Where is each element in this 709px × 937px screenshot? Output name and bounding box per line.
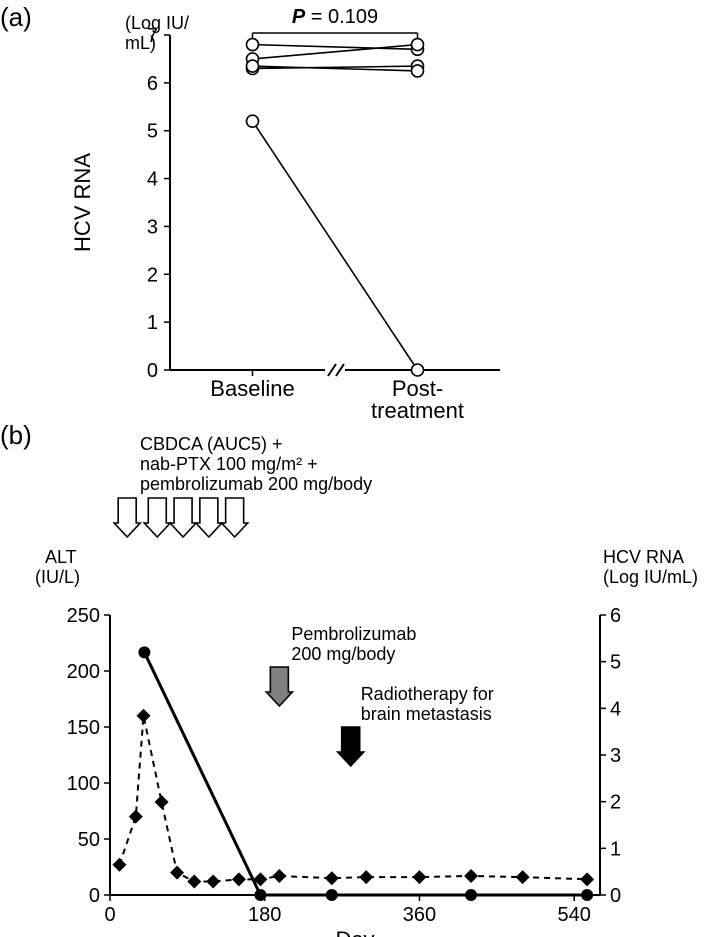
svg-text:pembrolizumab 200 mg/body: pembrolizumab 200 mg/body xyxy=(140,474,372,494)
svg-text:1: 1 xyxy=(147,312,158,334)
svg-text:50: 50 xyxy=(78,829,100,851)
svg-text:6: 6 xyxy=(147,73,158,95)
svg-text:Radiotherapy for: Radiotherapy for xyxy=(361,684,494,704)
svg-text:0: 0 xyxy=(89,885,100,907)
svg-text:HCV RNA: HCV RNA xyxy=(70,153,95,252)
svg-text:1: 1 xyxy=(610,838,621,860)
figure-container: (a) (b) (Log IU/mL)P = 0.10901234567HCV … xyxy=(0,0,709,937)
svg-text:Pembrolizumab: Pembrolizumab xyxy=(291,624,416,644)
svg-text:3: 3 xyxy=(610,745,621,767)
svg-text:250: 250 xyxy=(67,605,100,627)
svg-text:3: 3 xyxy=(147,216,158,238)
panel-a-chart: (Log IU/mL)P = 0.10901234567HCV RNABasel… xyxy=(0,0,709,420)
svg-text:0: 0 xyxy=(104,904,115,926)
svg-text:4: 4 xyxy=(147,169,158,191)
svg-text:0: 0 xyxy=(147,360,158,382)
svg-text:540: 540 xyxy=(558,904,591,926)
svg-text:(IU/L): (IU/L) xyxy=(35,567,80,587)
svg-text:100: 100 xyxy=(67,773,100,795)
svg-text:150: 150 xyxy=(67,717,100,739)
svg-text:Day: Day xyxy=(335,927,374,937)
svg-text:nab-PTX 100 mg/m² +: nab-PTX 100 mg/m² + xyxy=(140,454,318,474)
panel-b-chart: CBDCA (AUC5) +nab-PTX 100 mg/m² +pembrol… xyxy=(0,420,709,937)
svg-text:ALT: ALT xyxy=(45,547,77,567)
svg-text:brain metastasis: brain metastasis xyxy=(361,704,492,724)
svg-text:Baseline: Baseline xyxy=(210,376,294,401)
svg-text:180: 180 xyxy=(248,904,281,926)
svg-text:P = 0.109: P = 0.109 xyxy=(292,6,378,28)
svg-text:360: 360 xyxy=(403,904,436,926)
svg-text:0: 0 xyxy=(610,885,621,907)
svg-text:6: 6 xyxy=(610,605,621,627)
svg-text:2: 2 xyxy=(610,792,621,814)
svg-text:200 mg/body: 200 mg/body xyxy=(291,644,395,664)
svg-text:5: 5 xyxy=(610,652,621,674)
svg-text:4: 4 xyxy=(610,698,621,720)
svg-text:5: 5 xyxy=(147,121,158,143)
svg-text:HCV RNA: HCV RNA xyxy=(603,547,684,567)
svg-text:treatment: treatment xyxy=(371,398,464,420)
svg-text:7: 7 xyxy=(147,25,158,47)
svg-text:(Log IU/mL): (Log IU/mL) xyxy=(603,567,698,587)
svg-text:200: 200 xyxy=(67,661,100,683)
svg-text:2: 2 xyxy=(147,264,158,286)
svg-text:CBDCA (AUC5) +: CBDCA (AUC5) + xyxy=(140,434,283,454)
